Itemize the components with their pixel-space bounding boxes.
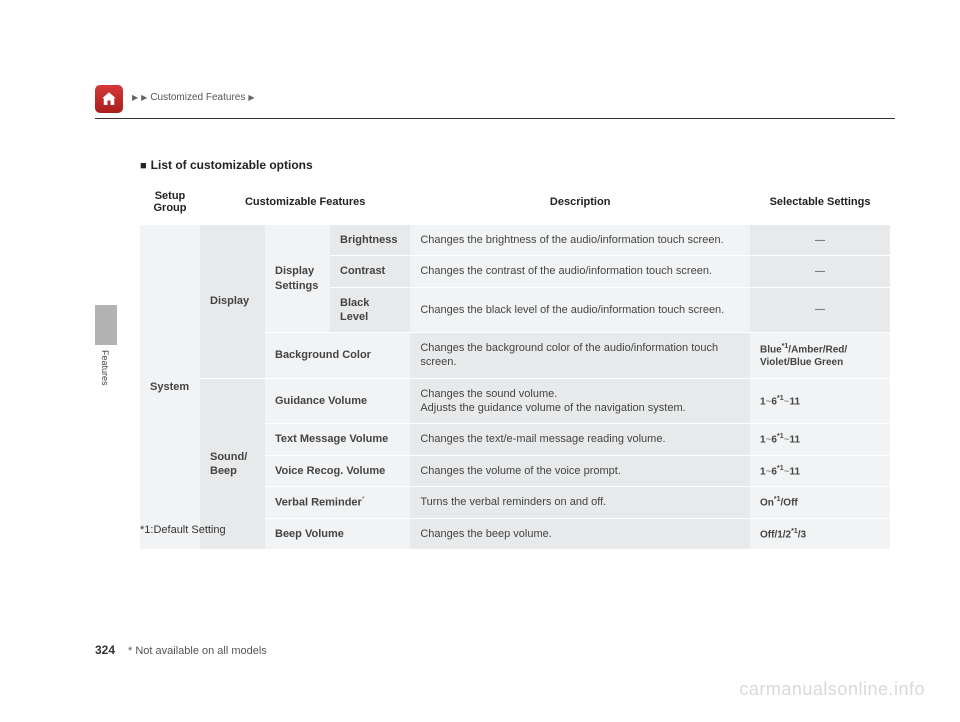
breadcrumb-label: Customized Features bbox=[150, 92, 245, 103]
divider bbox=[95, 118, 895, 119]
home-icon[interactable] bbox=[95, 85, 123, 113]
cell-sel: — bbox=[750, 256, 890, 287]
side-tab-label: Features bbox=[100, 350, 110, 386]
cell-feat: Guidance Volume bbox=[265, 378, 410, 424]
cell-display-settings: Display Settings bbox=[265, 225, 330, 333]
th-group: Setup Group bbox=[140, 180, 200, 225]
th-feat: Customizable Features bbox=[200, 180, 410, 225]
cell-desc: Changes the contrast of the audio/inform… bbox=[410, 256, 750, 287]
cell-sel: Off/1/2*1/3 bbox=[750, 518, 890, 549]
cell-sel: On*1/Off bbox=[750, 487, 890, 519]
cell-system: System bbox=[140, 225, 200, 550]
cell-sel: Blue*1/Amber/Red/ Violet/Blue Green bbox=[750, 333, 890, 379]
table-row: System Display Display Settings Brightne… bbox=[140, 225, 890, 256]
table-row: Sound/ Beep Guidance Volume Changes the … bbox=[140, 378, 890, 424]
cell-feat: Background Color bbox=[265, 333, 410, 379]
side-tab-marker bbox=[95, 305, 117, 345]
cell-feat: Text Message Volume bbox=[265, 424, 410, 455]
cell-desc: Changes the beep volume. bbox=[410, 518, 750, 549]
cell-sel: 1~6*1~11 bbox=[750, 424, 890, 455]
cell-sel: — bbox=[750, 287, 890, 333]
section-title: List of customizable options bbox=[140, 158, 313, 172]
cell-sel: 1~6*1~11 bbox=[750, 378, 890, 424]
cell-sel: — bbox=[750, 225, 890, 256]
cell-desc: Turns the verbal reminders on and off. bbox=[410, 487, 750, 519]
page-number: 324 bbox=[95, 643, 115, 657]
cell-feat: Beep Volume bbox=[265, 518, 410, 549]
footnote-models: * Not available on all models bbox=[128, 645, 267, 657]
cell-sel: 1~6*1~11 bbox=[750, 455, 890, 486]
cell-feat: Black Level bbox=[330, 287, 410, 333]
cell-desc: Changes the background color of the audi… bbox=[410, 333, 750, 379]
options-table: Setup Group Customizable Features Descri… bbox=[140, 180, 890, 549]
cell-display: Display bbox=[200, 225, 265, 379]
chevron-right-icon: ▶ bbox=[132, 93, 138, 102]
breadcrumb: ▶ ▶ Customized Features ▶ bbox=[132, 92, 255, 103]
cell-feat: Brightness bbox=[330, 225, 410, 256]
cell-desc: Changes the black level of the audio/inf… bbox=[410, 287, 750, 333]
cell-feat: Verbal Reminder* bbox=[265, 487, 410, 519]
chevron-right-icon: ▶ bbox=[141, 93, 147, 102]
cell-feat: Voice Recog. Volume bbox=[265, 455, 410, 486]
cell-desc: Changes the brightness of the audio/info… bbox=[410, 225, 750, 256]
th-sel: Selectable Settings bbox=[750, 180, 890, 225]
cell-desc: Changes the volume of the voice prompt. bbox=[410, 455, 750, 486]
th-desc: Description bbox=[410, 180, 750, 225]
chevron-right-icon: ▶ bbox=[248, 93, 254, 102]
watermark: carmanualsonline.info bbox=[739, 679, 925, 700]
footnote-default: *1:Default Setting bbox=[140, 524, 226, 536]
cell-feat: Contrast bbox=[330, 256, 410, 287]
cell-desc: Changes the text/e-mail message reading … bbox=[410, 424, 750, 455]
cell-desc: Changes the sound volume. Adjusts the gu… bbox=[410, 378, 750, 424]
